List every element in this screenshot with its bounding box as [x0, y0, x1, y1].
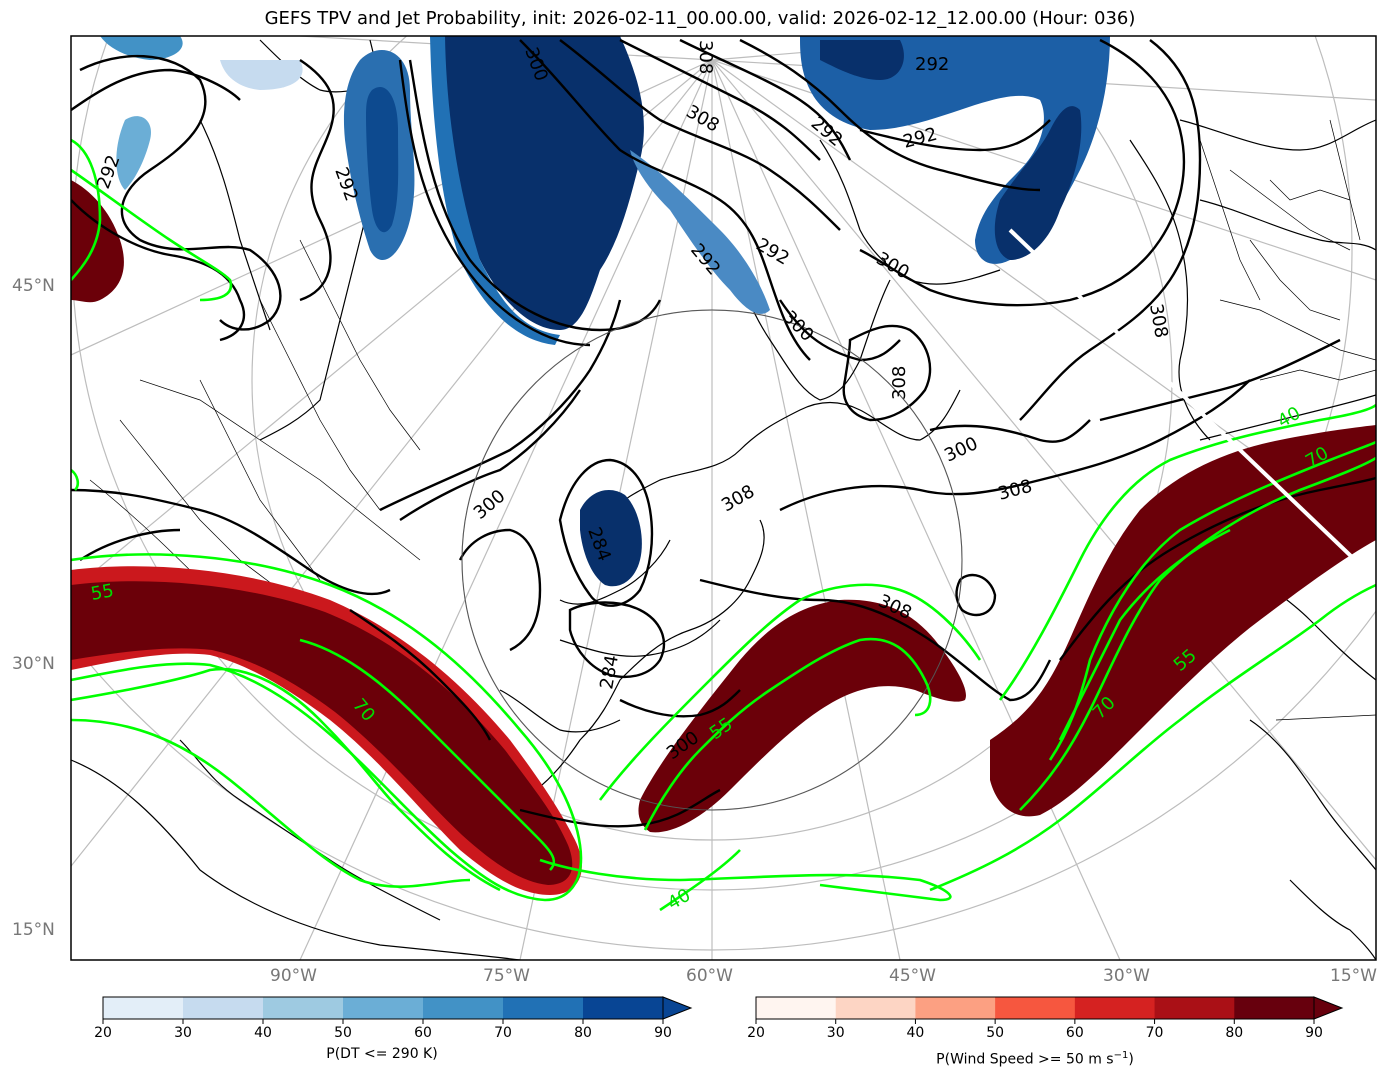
colorbar-left-swatch — [583, 997, 664, 1019]
colorbar-right-label-sup: −1 — [1113, 1050, 1129, 1061]
colorbar-left-frame — [102, 996, 664, 1020]
colorbar-left-swatch — [503, 997, 584, 1019]
map-title: GEFS TPV and Jet Probability, init: 2026… — [264, 8, 1136, 29]
colorbar-right-label-text: P(Wind Speed >= 50 m s — [936, 1051, 1114, 1068]
colorbar-left-tick-label: 30 — [174, 1025, 192, 1041]
colorbar-left-swatch — [263, 997, 344, 1019]
lat-label-45n: 45°N — [12, 276, 55, 296]
contour-label: 300 — [778, 307, 817, 346]
lat-label-15n: 15°N — [12, 920, 55, 940]
contour-label: 292 — [753, 234, 793, 269]
colorbar-right-bar — [755, 996, 1344, 1024]
colorbar-right-label: P(Wind Speed >= 50 m s−1) — [755, 1050, 1315, 1068]
contour-label: 308 — [683, 101, 723, 136]
contour-label: 300 — [941, 433, 981, 467]
graticule — [71, 36, 1376, 960]
colorbar-right-swatch — [756, 997, 837, 1019]
contour-label: 308 — [695, 40, 716, 74]
jet-probability-fill — [71, 180, 1376, 895]
colorbar-right-tick-label: 40 — [906, 1025, 925, 1041]
colorbar-left-label: P(DT <= 290 K) — [326, 1046, 438, 1062]
lon-label-15w: 15°W — [1330, 966, 1377, 986]
colorbar-left-swatch — [423, 997, 504, 1019]
colorbar-right-swatch — [1154, 997, 1235, 1019]
colorbar-right-tick-label: 80 — [1225, 1025, 1244, 1041]
colorbar-left-tick-label: 70 — [494, 1025, 512, 1041]
lat-label-30n: 30°N — [12, 654, 55, 674]
colorbar-right-frame — [755, 996, 1315, 1020]
colorbar-right-label-end: ) — [1128, 1051, 1134, 1068]
colorbar-right-swatch — [1234, 997, 1315, 1019]
contour-label: 308 — [1145, 302, 1172, 339]
lon-label-60w: 60°W — [686, 966, 733, 986]
jet-contour-label: 55 — [89, 580, 115, 605]
colorbar-right-tick-label: 70 — [1145, 1025, 1164, 1041]
contour-label: 308 — [996, 476, 1035, 505]
lon-label-75w: 75°W — [483, 966, 530, 986]
colorbar-right-extend-arrow — [1313, 996, 1344, 1020]
colorbar-right-tick-label: 60 — [1065, 1025, 1084, 1041]
contour-label: 308 — [889, 366, 910, 400]
colorbar-left-tick-label: 60 — [414, 1025, 432, 1041]
contour-label: 284 — [596, 653, 623, 690]
dt-theta-contours — [71, 38, 1376, 828]
colorbar-left-tick-label: 90 — [654, 1025, 672, 1041]
colorbar-left-tick-label: 40 — [254, 1025, 272, 1041]
contour-label: 308 — [718, 481, 758, 516]
colorbar-left-tick-label: 80 — [574, 1025, 592, 1041]
colorbar-left-swatch — [183, 997, 264, 1019]
colorbar-right-swatch — [835, 997, 916, 1019]
colorbar-left-bar — [102, 996, 693, 1024]
contour-label: 292 — [915, 54, 949, 75]
contour-label: 292 — [901, 124, 940, 153]
colorbar-right-swatch — [915, 997, 996, 1019]
tpv-probability-fill — [100, 36, 1110, 587]
lon-label-30w: 30°W — [1103, 966, 1150, 986]
lon-label-45w: 45°W — [889, 966, 936, 986]
contour-label: 300 — [470, 486, 510, 524]
colorbar-right-tick-label: 20 — [747, 1025, 765, 1041]
colorbar-right-tick-label: 30 — [826, 1025, 845, 1041]
colorbar-right-tick-label: 50 — [986, 1025, 1005, 1041]
colorbar-right-swatch — [995, 997, 1076, 1019]
colorbar-right-tick-label: 90 — [1305, 1025, 1323, 1041]
jet-speed-contours — [71, 138, 1376, 912]
data-seam — [1008, 228, 1376, 582]
colorbar-left-swatch — [343, 997, 424, 1019]
map-frame — [70, 35, 1377, 961]
colorbar-left-extend-arrow — [662, 996, 693, 1020]
colorbar-left-tick-label: 50 — [334, 1025, 352, 1041]
colorbar-right-swatch — [1074, 997, 1156, 1019]
lon-label-90w: 90°W — [270, 966, 317, 986]
colorbar-left-swatch — [103, 997, 184, 1019]
colorbar-left-tick-label: 20 — [94, 1025, 112, 1041]
contour-label: 292 — [93, 152, 124, 191]
